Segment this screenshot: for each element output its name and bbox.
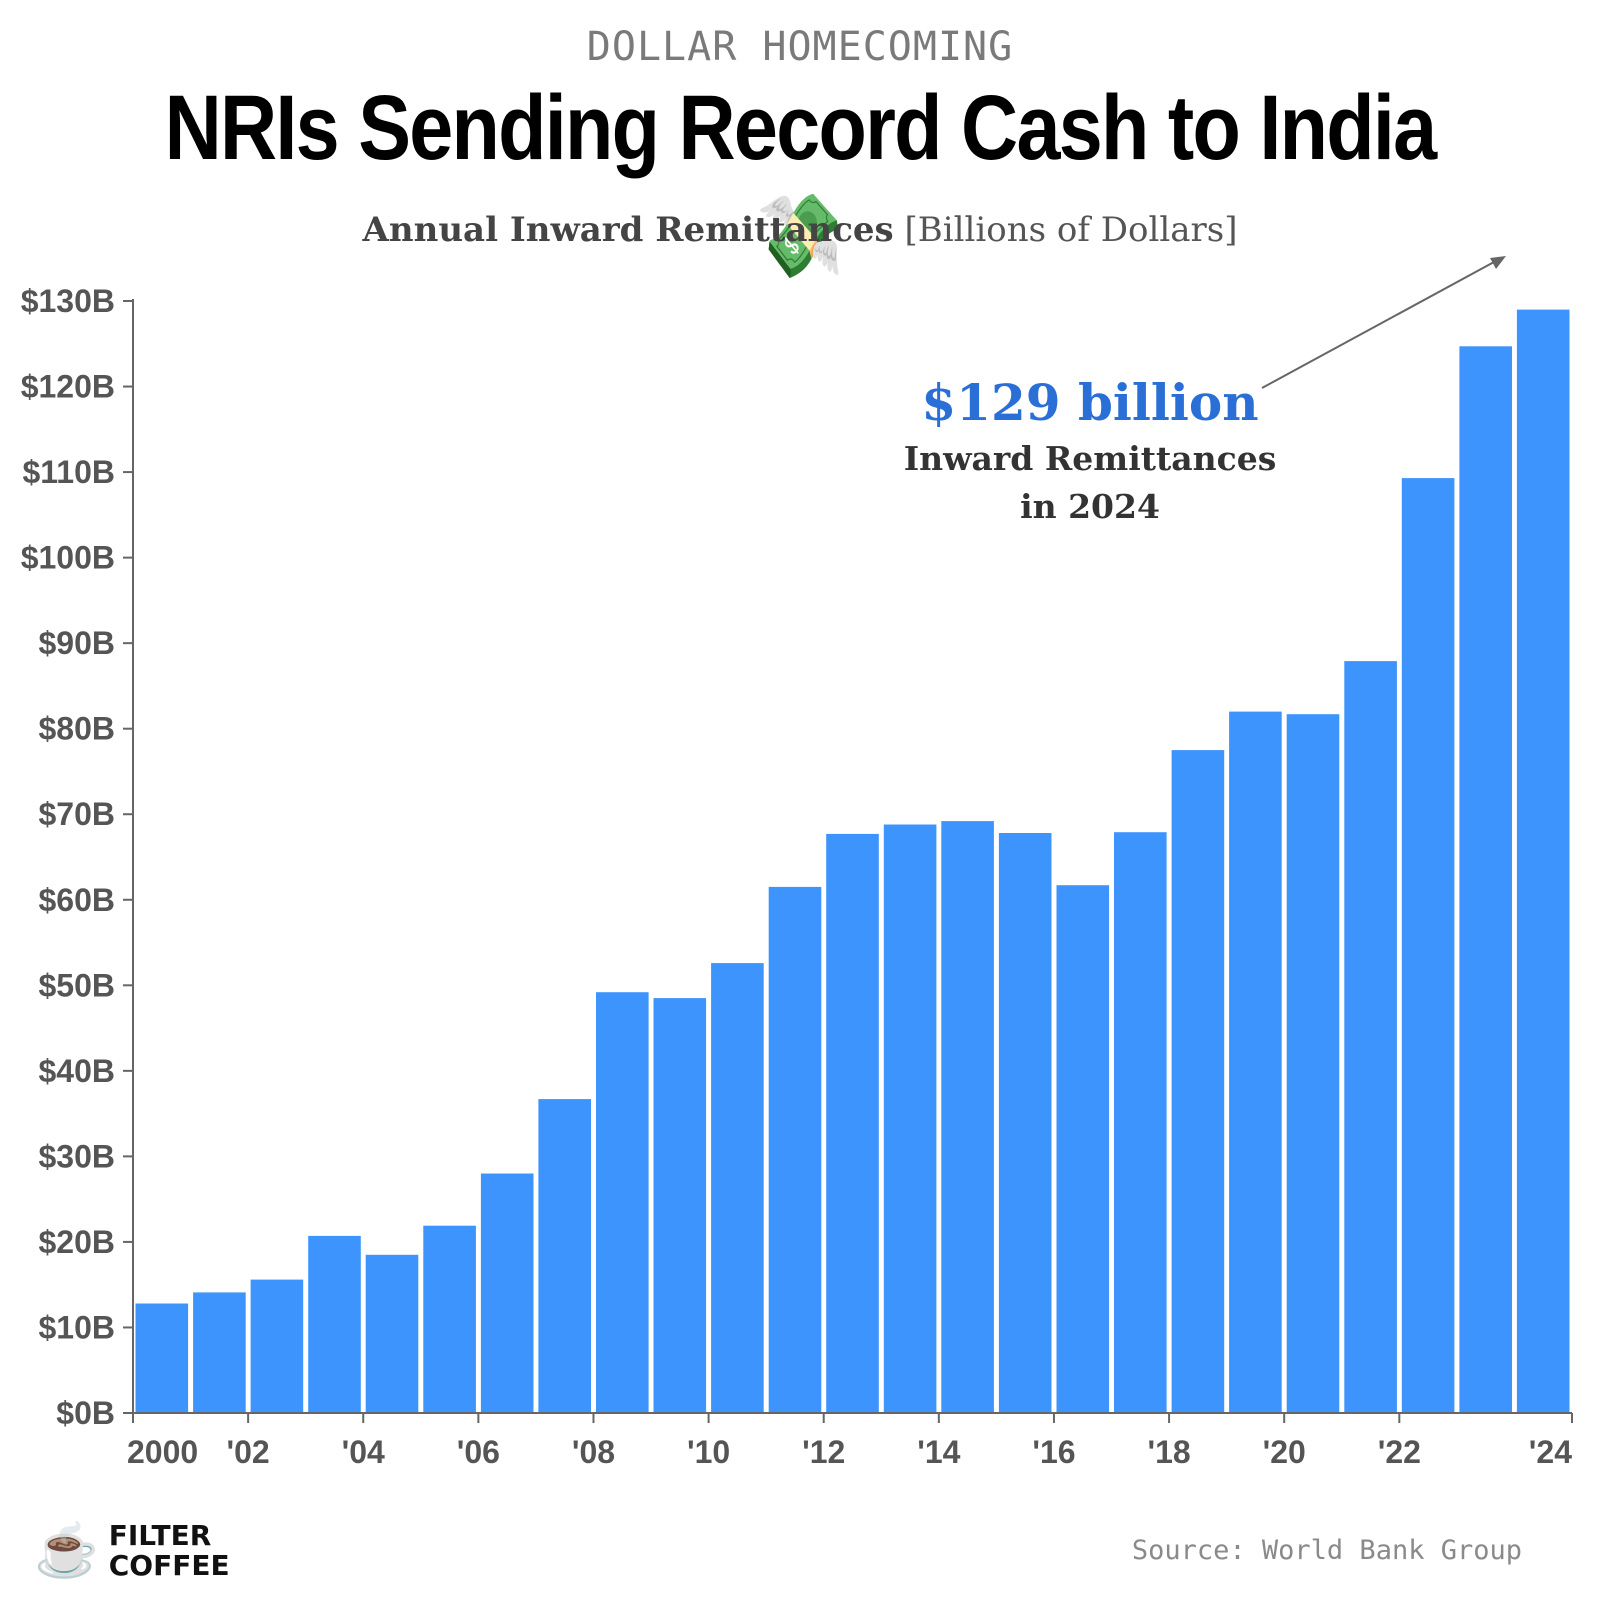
bar-2012 (826, 833, 879, 1413)
bar-2009 (653, 998, 707, 1413)
bar-2024 (1516, 309, 1570, 1414)
bar-2020 (1286, 714, 1340, 1413)
bar-2004 (365, 1254, 419, 1413)
y-tick-label: $10B (39, 1309, 116, 1345)
x-tick-label: '10 (687, 1434, 730, 1470)
x-tick-label: '06 (457, 1434, 500, 1470)
chart-kicker: DOLLAR HOMECOMING (586, 24, 1014, 70)
y-tick-label: $100B (21, 540, 115, 576)
x-tick-label: 2000 (127, 1434, 198, 1470)
annotation-arrow-line (1261, 261, 1495, 389)
bar-2018 (1171, 750, 1225, 1413)
money-with-wings-icon: 💸 (756, 191, 844, 282)
x-tick-label: '14 (917, 1434, 960, 1470)
bar-2022 (1401, 478, 1455, 1414)
subtitle-bold: Annual Inward Remittances (362, 210, 894, 250)
y-tick-label: $50B (39, 967, 116, 1003)
y-tick-label: $0B (56, 1395, 115, 1431)
y-tick-label: $20B (39, 1224, 116, 1260)
bar-2010 (711, 963, 764, 1413)
bar-2016 (1056, 885, 1110, 1413)
annotation-line2: in 2024 (1020, 487, 1160, 526)
y-tick-label: $30B (39, 1138, 116, 1174)
bar-2008 (596, 992, 649, 1413)
subtitle-units: [Billions of Dollars] (904, 210, 1238, 250)
source-note: Source: World Bank Group (1131, 1535, 1522, 1566)
logo-line-2: COFFEE (108, 1548, 230, 1582)
y-tick-label: $130B (21, 283, 115, 319)
bar-2014 (941, 821, 994, 1413)
logo-wordmark: FILTER COFFEE (108, 1518, 230, 1582)
x-tick-label: '16 (1032, 1434, 1075, 1470)
y-axis: $0B $10B $20B $30B $40B $50B $60B $70B $80B $90B $… (21, 283, 134, 1431)
bar-2017 (1114, 832, 1167, 1413)
bar-2015 (998, 833, 1052, 1413)
annotation-arrow-head (1490, 256, 1506, 269)
bar-2006 (480, 1173, 534, 1413)
bar-2003 (308, 1235, 361, 1413)
annotation-value: $129 billion (921, 373, 1258, 432)
bar-2000 (135, 1303, 189, 1413)
chart-title-text: NRIs Sending Record Cash to India (164, 77, 1438, 179)
y-tick-label: $90B (39, 625, 116, 661)
x-axis: 2000 '02 '04 '06 '08 '10 '12 '14 '16 '18 '20 '22 '24 (127, 1412, 1573, 1470)
coffee-cup-icon: ☕ (34, 1523, 99, 1580)
bar-2001 (193, 1292, 246, 1413)
x-tick-label: '24 (1529, 1434, 1572, 1470)
y-tick-label: $110B (22, 454, 115, 490)
annotation-group: $129 billion Inward Remittances in 2024 (904, 256, 1506, 526)
annotation-line1: Inward Remittances (904, 439, 1277, 478)
x-tick-label: '02 (227, 1434, 270, 1470)
bar-2002 (250, 1279, 304, 1413)
bars-group (135, 309, 1570, 1414)
bar-2013 (883, 824, 937, 1413)
logo-line-1: FILTER (108, 1518, 212, 1552)
chart-title: NRIs Sending Record Cash to India 💸 (112, 76, 1488, 286)
bar-2023 (1459, 346, 1512, 1413)
x-tick-label: '18 (1147, 1434, 1190, 1470)
y-tick-label: $40B (39, 1053, 116, 1089)
y-tick-label: $120B (21, 369, 115, 405)
x-tick-label: '04 (342, 1434, 385, 1470)
y-tick-label: $80B (39, 711, 116, 747)
x-tick-label: '22 (1378, 1434, 1421, 1470)
filter-coffee-logo: ☕ FILTER COFFEE (34, 1520, 230, 1581)
y-tick-label: $70B (39, 796, 116, 832)
bar-2007 (538, 1099, 591, 1413)
bar-2021 (1344, 661, 1397, 1413)
bar-2011 (768, 886, 822, 1413)
x-tick-label: '20 (1263, 1434, 1306, 1470)
bar-2005 (423, 1225, 476, 1413)
bar-2019 (1229, 711, 1282, 1413)
x-tick-label: '08 (572, 1434, 615, 1470)
y-tick-label: $60B (39, 882, 116, 918)
x-tick-label: '12 (802, 1434, 845, 1470)
chart-subtitle: Annual Inward Remittances [Billions of D… (0, 210, 1600, 250)
